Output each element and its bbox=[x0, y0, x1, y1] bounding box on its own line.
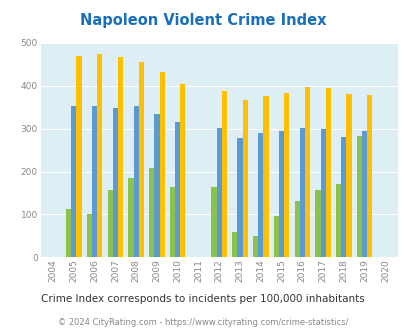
Bar bbox=[315, 190, 320, 257]
Bar bbox=[299, 128, 304, 257]
Text: Crime Index corresponds to incidents per 100,000 inhabitants: Crime Index corresponds to incidents per… bbox=[41, 294, 364, 304]
Bar bbox=[320, 129, 325, 257]
Bar bbox=[154, 114, 159, 257]
Bar bbox=[361, 131, 367, 257]
Bar bbox=[118, 57, 123, 257]
Bar bbox=[341, 137, 345, 257]
Bar bbox=[237, 138, 242, 257]
Bar bbox=[97, 54, 102, 257]
Bar bbox=[367, 95, 371, 257]
Bar bbox=[66, 209, 71, 257]
Bar bbox=[128, 179, 133, 257]
Bar bbox=[242, 100, 247, 257]
Bar bbox=[159, 72, 164, 257]
Bar bbox=[107, 190, 113, 257]
Bar bbox=[92, 106, 97, 257]
Bar bbox=[76, 56, 81, 257]
Bar bbox=[258, 133, 263, 257]
Bar bbox=[356, 136, 361, 257]
Text: Napoleon Violent Crime Index: Napoleon Violent Crime Index bbox=[79, 13, 326, 28]
Bar bbox=[113, 108, 118, 257]
Bar bbox=[211, 187, 216, 257]
Bar bbox=[216, 128, 221, 257]
Bar bbox=[133, 106, 139, 257]
Bar bbox=[273, 216, 278, 257]
Bar bbox=[325, 88, 330, 257]
Bar bbox=[221, 91, 226, 257]
Bar bbox=[304, 87, 309, 257]
Bar bbox=[87, 214, 92, 257]
Bar bbox=[263, 96, 268, 257]
Bar bbox=[294, 201, 299, 257]
Bar bbox=[345, 94, 351, 257]
Bar bbox=[180, 83, 185, 257]
Bar bbox=[149, 168, 154, 257]
Bar bbox=[169, 187, 175, 257]
Bar bbox=[335, 184, 341, 257]
Bar bbox=[278, 131, 284, 257]
Bar bbox=[252, 236, 258, 257]
Bar bbox=[139, 62, 144, 257]
Bar bbox=[71, 106, 76, 257]
Bar bbox=[232, 232, 237, 257]
Text: © 2024 CityRating.com - https://www.cityrating.com/crime-statistics/: © 2024 CityRating.com - https://www.city… bbox=[58, 318, 347, 327]
Bar bbox=[175, 122, 180, 257]
Bar bbox=[284, 93, 289, 257]
